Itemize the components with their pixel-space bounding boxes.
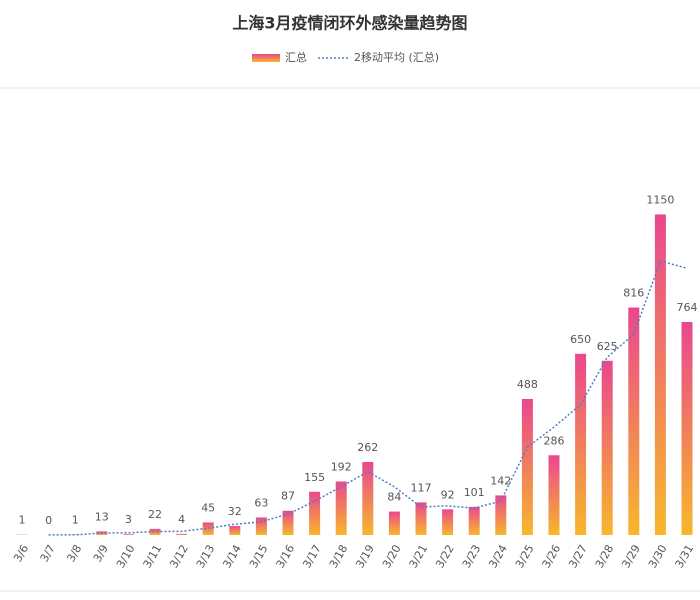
bar <box>282 510 294 535</box>
data-label: 117 <box>411 481 432 494</box>
x-tick-label: 3/21 <box>407 543 431 571</box>
chart-title: 上海3月疫情闭环外感染量趋势图 <box>232 14 467 33</box>
x-tick-label: 3/26 <box>540 543 564 571</box>
x-tick-label: 3/11 <box>141 543 165 571</box>
bar <box>681 322 693 535</box>
x-tick-label: 3/7 <box>38 542 58 564</box>
x-tick-label: 3/20 <box>380 543 404 571</box>
x-tick-label: 3/13 <box>194 543 218 571</box>
x-tick-label: 3/9 <box>91 542 111 564</box>
data-label: 286 <box>544 434 565 447</box>
x-tick-label: 3/22 <box>433 543 457 571</box>
bar <box>255 517 267 535</box>
x-tick-label: 3/17 <box>300 543 324 571</box>
bar <box>362 461 374 535</box>
x-tick-label: 3/16 <box>274 543 298 571</box>
bar <box>149 528 161 535</box>
x-tick-label: 3/18 <box>327 543 351 571</box>
x-tick-label: 3/29 <box>619 543 643 571</box>
data-label: 262 <box>357 441 378 454</box>
bar <box>575 353 587 535</box>
bar <box>202 522 214 535</box>
data-label: 3 <box>125 513 132 526</box>
x-tick-label: 3/30 <box>646 543 670 571</box>
x-tick-label: 3/14 <box>220 543 244 571</box>
bar <box>415 502 427 535</box>
bar <box>442 509 454 535</box>
bar <box>122 534 134 535</box>
x-tick-label: 3/12 <box>167 543 191 571</box>
data-label: 13 <box>95 510 109 523</box>
bar <box>521 398 533 535</box>
data-label: 63 <box>254 496 268 509</box>
x-tick-label: 3/8 <box>64 542 84 564</box>
bar <box>654 214 666 535</box>
legend-label: 2移动平均 (汇总) <box>354 50 439 64</box>
x-tick-label: 3/6 <box>11 542 31 564</box>
data-label: 192 <box>331 460 352 473</box>
bar <box>495 495 507 535</box>
data-label: 142 <box>490 474 511 487</box>
x-tick-label: 3/15 <box>247 543 271 571</box>
bar <box>628 307 640 535</box>
bar <box>309 491 321 535</box>
data-label: 155 <box>304 471 325 484</box>
data-label: 87 <box>281 490 295 503</box>
bar <box>548 455 560 535</box>
data-label: 45 <box>201 501 215 514</box>
data-label: 22 <box>148 508 162 521</box>
data-label: 1150 <box>646 193 674 206</box>
bar <box>601 360 613 535</box>
data-label: 625 <box>597 340 618 353</box>
x-tick-label: 3/24 <box>486 543 510 571</box>
data-label: 32 <box>228 505 242 518</box>
data-label: 816 <box>623 287 644 300</box>
x-tick-label: 3/25 <box>513 543 537 571</box>
moving-average-line <box>48 260 688 536</box>
bar <box>229 526 241 535</box>
data-label: 0 <box>45 514 52 527</box>
data-label: 1 <box>19 514 26 527</box>
data-label: 84 <box>387 491 401 504</box>
data-label: 764 <box>677 301 698 314</box>
data-label: 101 <box>464 486 485 499</box>
bar <box>468 506 480 535</box>
bar <box>388 511 400 535</box>
x-tick-label: 3/23 <box>460 543 484 571</box>
x-tick-label: 3/19 <box>353 543 377 571</box>
data-label: 92 <box>441 488 455 501</box>
data-label: 4 <box>178 513 185 526</box>
legend-swatch <box>252 54 280 62</box>
data-label: 650 <box>570 333 591 346</box>
legend-label: 汇总 <box>285 50 307 64</box>
bar <box>335 481 347 535</box>
x-tick-label: 3/28 <box>593 543 617 571</box>
x-tick-label: 3/31 <box>673 543 697 571</box>
bar <box>176 533 188 535</box>
x-tick-label: 3/27 <box>566 543 590 571</box>
data-label: 488 <box>517 378 538 391</box>
x-tick-label: 3/10 <box>114 543 138 571</box>
data-label: 1 <box>72 514 79 527</box>
